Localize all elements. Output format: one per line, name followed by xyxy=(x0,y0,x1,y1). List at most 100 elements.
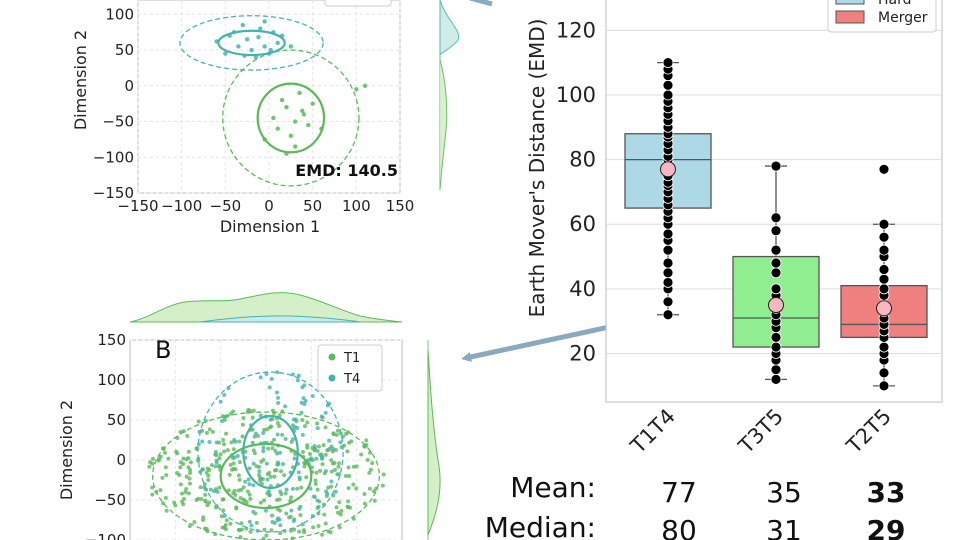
panel-b-point-t4 xyxy=(208,487,213,492)
panel-b-point-t1 xyxy=(222,449,227,454)
panel-a-x-tick-label: −150 xyxy=(117,197,158,215)
panel-b-point-t1 xyxy=(198,485,203,490)
panel-b-point-t1 xyxy=(280,432,285,437)
panel-b-point-t4 xyxy=(258,375,263,380)
panel-b-point-t4 xyxy=(319,414,324,419)
panel-a-y-label: Dimension 2 xyxy=(71,30,90,130)
panel-b-point-t4 xyxy=(265,477,270,482)
panel-b-point-t1 xyxy=(163,495,168,500)
legend-merger-label: Merger xyxy=(878,10,928,26)
panel-b-point-t4 xyxy=(299,410,304,415)
panel-b-point-t1 xyxy=(343,473,348,478)
panel-b-point-t4 xyxy=(270,520,275,525)
box-y-tick-label: 100 xyxy=(556,83,596,107)
panel-b-point-t1 xyxy=(279,469,284,474)
panel-b-point-t4 xyxy=(207,440,212,445)
panel-a-x-tick-label: 100 xyxy=(342,197,371,215)
panel-b-point-t1 xyxy=(187,524,192,529)
box-t2t5-point-0 xyxy=(878,380,890,392)
panel-b-point-t1 xyxy=(224,518,229,523)
panel-b-point-t1 xyxy=(354,486,359,491)
panel-b-point-t1 xyxy=(248,496,253,501)
box-plot-y-label: Earth Mover's Distance (EMD) xyxy=(525,19,549,318)
panel-a-point-green-3 xyxy=(301,112,307,117)
panel-b-point-t1 xyxy=(184,486,189,491)
panel-b-point-t1 xyxy=(199,496,204,501)
panel-b-point-t1 xyxy=(226,488,231,493)
panel-b-point-t1 xyxy=(289,528,294,533)
panel-b-point-t4 xyxy=(251,483,256,488)
panel-b-point-t1 xyxy=(227,472,232,477)
panel-b-point-t1 xyxy=(380,483,385,488)
box-t1t4-point-35 xyxy=(662,57,674,69)
box-t1t4-point-0 xyxy=(662,309,674,321)
panel-b-point-t1 xyxy=(298,513,303,518)
box-x-tick-label-t1t4: T1T4 xyxy=(625,404,680,459)
panel-b-point-t1 xyxy=(238,496,243,501)
panel-b-point-t1 xyxy=(156,458,161,463)
panel-b-point-t1 xyxy=(205,503,210,508)
panel-b-point-t1 xyxy=(178,482,183,487)
panel-b-points xyxy=(147,370,386,540)
box-t1t4-point-1 xyxy=(662,296,674,308)
panel-b-point-t4 xyxy=(326,447,331,452)
box-y-tick-label: 20 xyxy=(569,342,596,366)
box-t1t4-point-3 xyxy=(662,277,674,288)
panel-b-point-t1 xyxy=(323,425,328,430)
panel-b-point-t4 xyxy=(247,482,252,487)
panel-b-point-t4 xyxy=(301,396,306,401)
panel-b-point-t1 xyxy=(246,477,251,482)
panel-b-point-t1 xyxy=(237,460,242,465)
panel-b-point-t4 xyxy=(324,489,329,494)
panel-b-y-tick-label: −50 xyxy=(94,491,126,509)
panel-b-point-t1 xyxy=(381,472,386,477)
panel-a-point-teal-0 xyxy=(227,33,232,38)
panel-a-ellipses xyxy=(179,15,360,187)
median-label: Median: xyxy=(485,511,596,540)
panel-b-point-t1 xyxy=(228,462,233,467)
panel-b-point-t1 xyxy=(315,421,320,426)
panel-a-point-green-5 xyxy=(279,97,285,103)
mean-value-t2t5: 33 xyxy=(867,476,906,509)
panel-b-point-t4 xyxy=(278,450,283,455)
box-t3t5-point-16 xyxy=(770,225,782,237)
panel-b-point-t1 xyxy=(181,496,186,501)
legend-t4-marker xyxy=(328,374,336,382)
panel-b-point-t1 xyxy=(305,445,310,450)
panel-b-point-t1 xyxy=(311,525,316,530)
panel-b-point-t4 xyxy=(274,390,279,395)
panel-b-point-t4 xyxy=(295,378,300,383)
panel-b-point-t1 xyxy=(158,454,163,459)
panel-b-point-t1 xyxy=(315,448,320,453)
panel-b-point-t4 xyxy=(329,479,334,484)
panel-b-point-t4 xyxy=(275,517,280,522)
panel-b-point-t1 xyxy=(147,464,152,469)
box-t3t5-point-18 xyxy=(770,160,782,172)
panel-b-point-t1 xyxy=(222,442,227,447)
panel-b-point-t4 xyxy=(290,486,295,491)
panel-a-sd-ellipse-teal xyxy=(217,29,286,57)
panel-b-point-t4 xyxy=(266,489,271,494)
panel-b-point-t4 xyxy=(278,523,283,528)
panel-a-y-tick-label: 100 xyxy=(105,5,134,23)
panel-b-y-tick-label: 100 xyxy=(97,371,126,389)
panel-b-point-t1 xyxy=(346,499,351,504)
panel-b-y-tick-label: 150 xyxy=(97,331,126,349)
panel-b-point-t1 xyxy=(206,473,211,478)
panel-b-point-t1 xyxy=(150,456,155,461)
box-legend-frame xyxy=(827,0,937,33)
panel-b-point-t1 xyxy=(174,449,179,454)
panel-b-point-t1 xyxy=(239,521,244,526)
panel-b-point-t1 xyxy=(186,456,191,461)
box-t1t4-point-6 xyxy=(662,244,674,256)
panel-b-point-t1 xyxy=(362,491,367,496)
panel-b-point-t1 xyxy=(231,461,236,466)
panel-b-point-t1 xyxy=(150,461,155,466)
panel-a-legend-box xyxy=(324,0,392,7)
panel-b-point-t1 xyxy=(228,521,233,526)
panel-b-point-t1 xyxy=(264,533,269,538)
panel-b-point-t1 xyxy=(241,415,246,420)
panel-b-point-t1 xyxy=(277,413,282,418)
